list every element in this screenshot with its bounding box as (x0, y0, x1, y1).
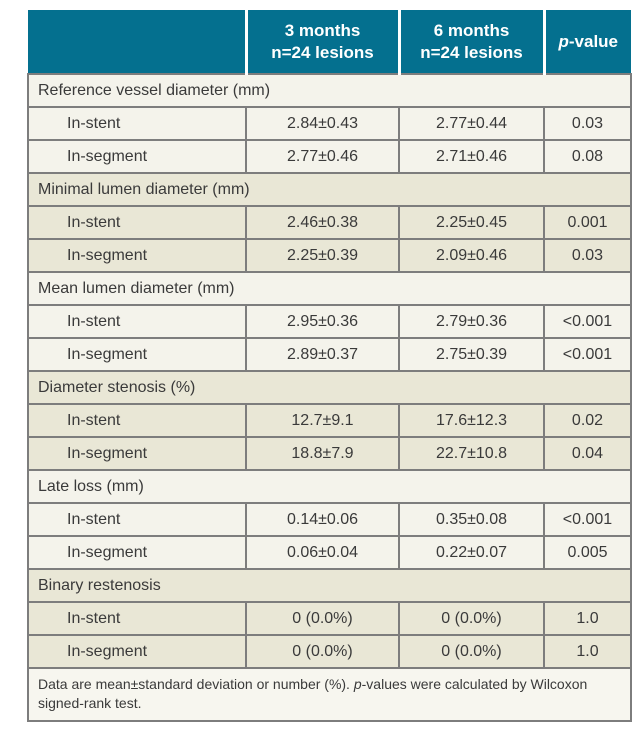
p-value: 1.0 (543, 634, 632, 669)
p-value: <0.001 (543, 502, 632, 537)
footnote-p-italic: p (353, 676, 362, 692)
table-row: In-segment 0 (0.0%) 0 (0.0%) 1.0 (27, 634, 632, 669)
value-3-months: 2.84±0.43 (245, 106, 400, 141)
table-body: Reference vessel diameter (mm) In-stent 2.… (27, 73, 632, 669)
section-title: Late loss (mm) (27, 469, 632, 504)
value-6-months: 0.35±0.08 (398, 502, 545, 537)
header-3-months: 3 months n=24 lesions (244, 10, 399, 74)
table-row: In-segment 0.06±0.04 0.22±0.07 0.005 (27, 535, 632, 570)
row-label: In-segment (27, 436, 247, 471)
table-row: In-stent 2.84±0.43 2.77±0.44 0.03 (27, 106, 632, 141)
value-3-months: 18.8±7.9 (245, 436, 400, 471)
p-value: 0.02 (543, 403, 632, 438)
footnote-row: Data are mean±standard deviation or numb… (27, 667, 632, 722)
header-6-months: 6 months n=24 lesions (397, 10, 544, 74)
section-row: Late loss (mm) (27, 469, 632, 504)
header-row: 3 months n=24 lesions 6 months n=24 lesi… (28, 10, 631, 74)
row-label: In-segment (27, 238, 247, 273)
section-row: Mean lumen diameter (mm) (27, 271, 632, 306)
table-row: In-segment 2.77±0.46 2.71±0.46 0.08 (27, 139, 632, 174)
header-3-months-line2: n=24 lesions (271, 42, 374, 62)
value-6-months: 0.22±0.07 (398, 535, 545, 570)
footnote-part2: -values were calculated by Wilcoxon sign… (38, 676, 588, 711)
value-3-months: 2.25±0.39 (245, 238, 400, 273)
p-value: 0.03 (543, 106, 632, 141)
section-title: Diameter stenosis (%) (27, 370, 632, 405)
row-label: In-stent (27, 601, 247, 636)
table-row: In-segment 18.8±7.9 22.7±10.8 0.04 (27, 436, 632, 471)
footnote: Data are mean±standard deviation or numb… (27, 667, 632, 722)
p-value: 0.08 (543, 139, 632, 174)
row-label: In-stent (27, 304, 247, 339)
value-6-months: 0 (0.0%) (398, 601, 545, 636)
header-p-value: p-value (542, 10, 631, 74)
row-label: In-segment (27, 337, 247, 372)
header-empty-cell (28, 10, 246, 74)
table-header: 3 months n=24 lesions 6 months n=24 lesi… (28, 10, 631, 74)
value-6-months: 2.75±0.39 (398, 337, 545, 372)
value-6-months: 2.77±0.44 (398, 106, 545, 141)
section-row: Minimal lumen diameter (mm) (27, 172, 632, 207)
value-3-months: 0.14±0.06 (245, 502, 400, 537)
row-label: In-stent (27, 403, 247, 438)
value-3-months: 12.7±9.1 (245, 403, 400, 438)
row-label: In-stent (27, 106, 247, 141)
value-6-months: 2.09±0.46 (398, 238, 545, 273)
header-6-months-line1: 6 months (433, 21, 510, 41)
p-value: <0.001 (543, 304, 632, 339)
value-6-months: 0 (0.0%) (398, 634, 545, 669)
p-value: 0.001 (543, 205, 632, 240)
section-row: Diameter stenosis (%) (27, 370, 632, 405)
row-label: In-segment (27, 535, 247, 570)
row-label: In-segment (27, 139, 247, 174)
value-3-months: 0 (0.0%) (245, 634, 400, 669)
table-row: In-stent 2.95±0.36 2.79±0.36 <0.001 (27, 304, 632, 339)
p-value: 0.005 (543, 535, 632, 570)
value-6-months: 22.7±10.8 (398, 436, 545, 471)
table-row: In-segment 2.25±0.39 2.09±0.46 0.03 (27, 238, 632, 273)
row-label: In-stent (27, 502, 247, 537)
table-row: In-stent 0.14±0.06 0.35±0.08 <0.001 (27, 502, 632, 537)
row-label: In-stent (27, 205, 247, 240)
p-italic: p (558, 31, 569, 51)
value-3-months: 2.89±0.37 (245, 337, 400, 372)
section-title: Mean lumen diameter (mm) (27, 271, 632, 306)
qca-results-table: 3 months n=24 lesions 6 months n=24 lesi… (27, 10, 632, 722)
p-value: 1.0 (543, 601, 632, 636)
table-row: In-stent 2.46±0.38 2.25±0.45 0.001 (27, 205, 632, 240)
value-6-months: 2.71±0.46 (398, 139, 545, 174)
p-value: 0.03 (543, 238, 632, 273)
footnote-part1: Data are mean±standard deviation or numb… (38, 676, 354, 692)
row-label: In-segment (27, 634, 247, 669)
header-3-months-line1: 3 months (284, 21, 361, 41)
section-row: Reference vessel diameter (mm) (27, 73, 632, 108)
section-title: Reference vessel diameter (mm) (27, 73, 632, 108)
value-3-months: 2.95±0.36 (245, 304, 400, 339)
section-title: Minimal lumen diameter (mm) (27, 172, 632, 207)
value-3-months: 0 (0.0%) (245, 601, 400, 636)
table-footer: Data are mean±standard deviation or numb… (27, 667, 632, 722)
p-value: <0.001 (543, 337, 632, 372)
p-rest: -value (568, 31, 619, 51)
p-value: 0.04 (543, 436, 632, 471)
table-row: In-stent 12.7±9.1 17.6±12.3 0.02 (27, 403, 632, 438)
value-3-months: 2.46±0.38 (245, 205, 400, 240)
value-6-months: 2.79±0.36 (398, 304, 545, 339)
section-row: Binary restenosis (27, 568, 632, 603)
value-3-months: 0.06±0.04 (245, 535, 400, 570)
value-3-months: 2.77±0.46 (245, 139, 400, 174)
header-6-months-line2: n=24 lesions (420, 42, 523, 62)
section-title: Binary restenosis (27, 568, 632, 603)
value-6-months: 17.6±12.3 (398, 403, 545, 438)
value-6-months: 2.25±0.45 (398, 205, 545, 240)
table-row: In-stent 0 (0.0%) 0 (0.0%) 1.0 (27, 601, 632, 636)
table-row: In-segment 2.89±0.37 2.75±0.39 <0.001 (27, 337, 632, 372)
